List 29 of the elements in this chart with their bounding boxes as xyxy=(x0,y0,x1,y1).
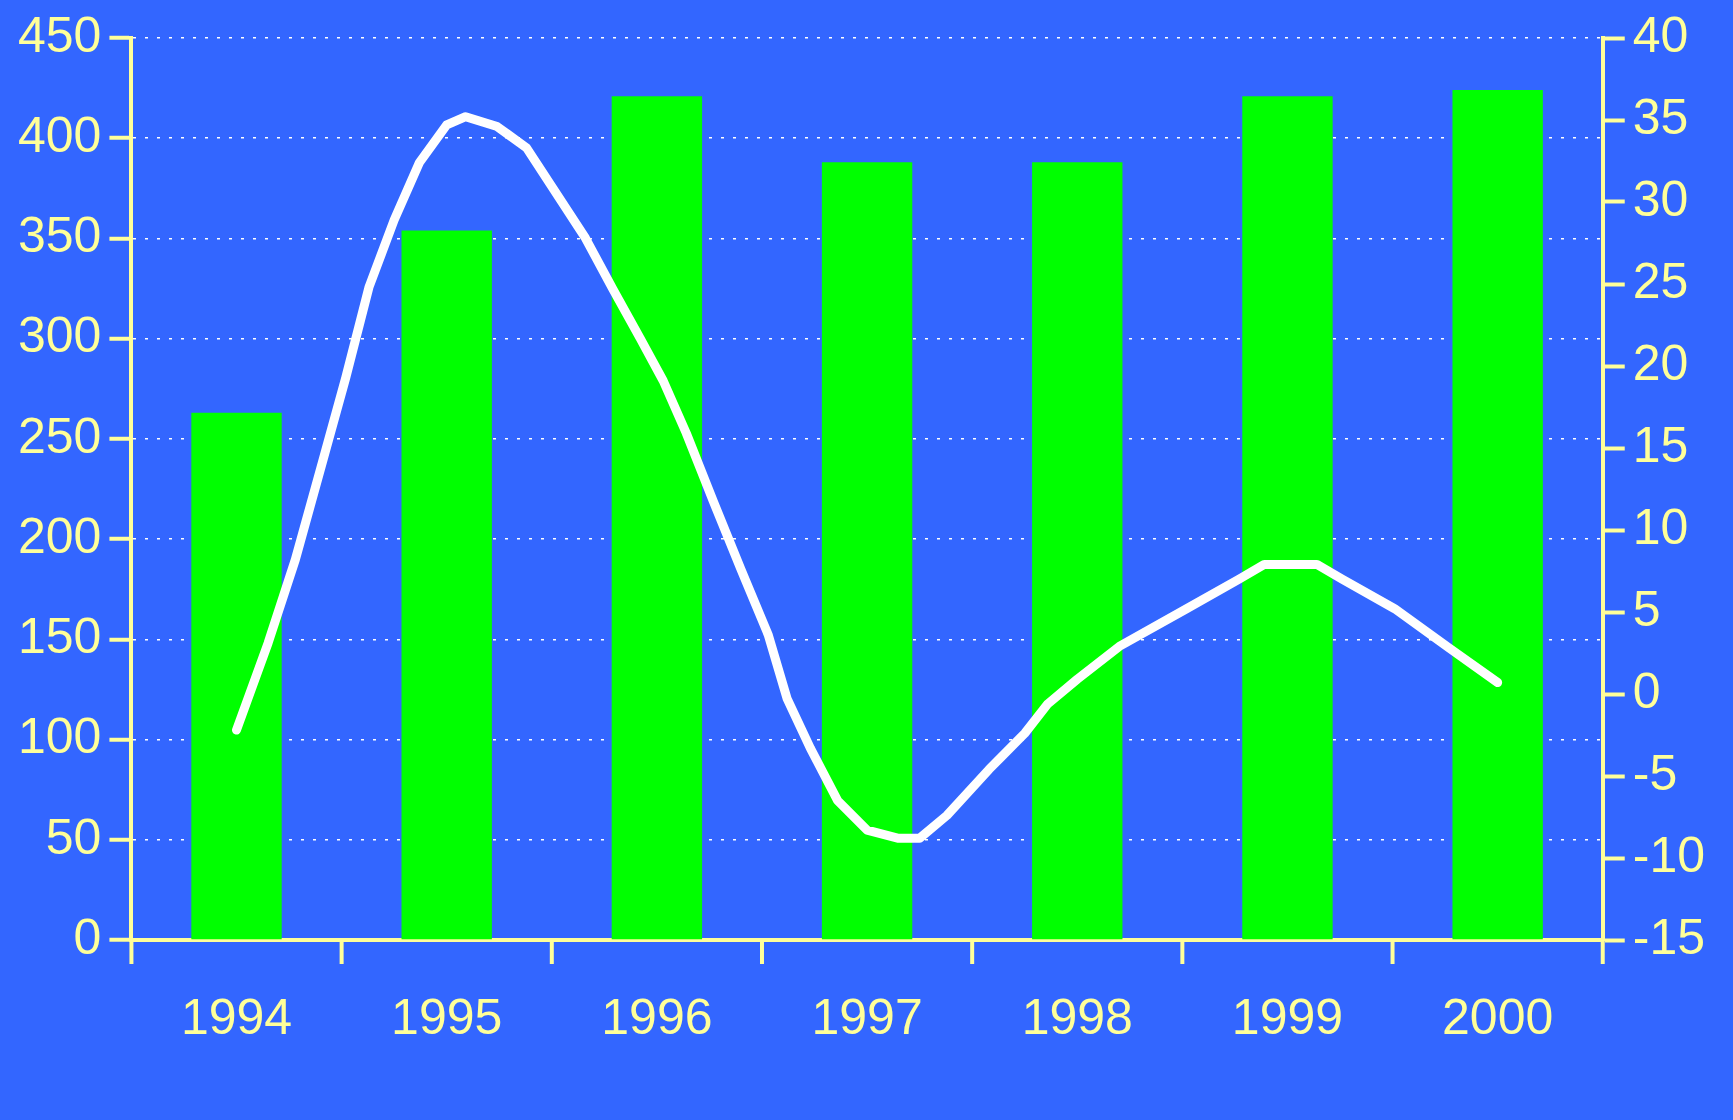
x-tick-label: 1999 xyxy=(1231,988,1344,1045)
y2-tick-label: 15 xyxy=(1632,416,1689,473)
y-tick-label: 350 xyxy=(17,207,102,264)
y-tick-label: 150 xyxy=(17,608,102,665)
x-tick-label: 1996 xyxy=(601,988,713,1045)
y2-tick-label: -15 xyxy=(1632,908,1705,965)
y2-tick-label: 20 xyxy=(1632,334,1689,391)
y2-tick-label: 0 xyxy=(1632,662,1661,719)
y-tick-label: 100 xyxy=(17,708,102,765)
x-tick-label: 1997 xyxy=(811,988,923,1045)
y-tick-label: 400 xyxy=(17,107,102,163)
x-tick-label: 1998 xyxy=(1021,988,1133,1045)
y2-tick-label: 40 xyxy=(1632,6,1689,63)
y-tick-label: 450 xyxy=(17,6,102,63)
y2-tick-label: 10 xyxy=(1632,498,1689,555)
y2-tick-label: 25 xyxy=(1632,252,1689,309)
x-tick-label: 1995 xyxy=(391,988,503,1045)
y2-tick-label: 5 xyxy=(1632,580,1661,637)
y-tick-label: 250 xyxy=(17,407,102,464)
x-tick-label: 1994 xyxy=(180,988,293,1045)
y2-tick-label: -5 xyxy=(1632,744,1678,801)
y2-tick-label: 30 xyxy=(1632,170,1689,227)
y-tick-label: 0 xyxy=(73,908,102,965)
y-tick-label: 300 xyxy=(17,307,102,364)
x-tick-label: 2000 xyxy=(1442,988,1554,1045)
y2-tick-label: 35 xyxy=(1632,88,1689,145)
y-tick-label: 50 xyxy=(45,808,102,865)
y2-tick-label: -10 xyxy=(1632,826,1705,883)
y-tick-label: 200 xyxy=(17,507,102,564)
